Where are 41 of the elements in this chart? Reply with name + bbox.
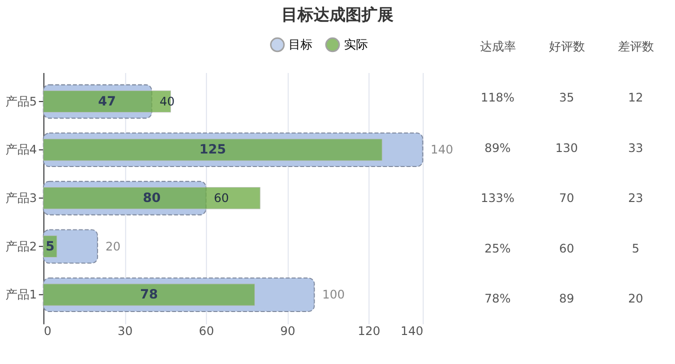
x-tick-label: 60: [198, 324, 214, 338]
text: 25%: [484, 241, 511, 256]
text: 89%: [484, 140, 511, 155]
y-tick-label: 产品4: [5, 142, 37, 157]
x-tick-label: 90: [280, 324, 296, 338]
text: 23: [628, 191, 644, 206]
category-label: 好评数: [549, 39, 586, 54]
data-label: 5: [46, 239, 55, 254]
legend-label: 实际: [344, 38, 368, 52]
text: 5: [632, 241, 640, 256]
x-tick-label: 30: [118, 324, 133, 338]
data-label: 20: [105, 239, 120, 254]
x-tick-label: 0: [44, 324, 52, 338]
text: 33: [628, 140, 644, 155]
text: 60: [559, 241, 574, 256]
chart-title: 目标达成图扩展: [282, 5, 394, 24]
category-label: 达成率: [480, 39, 516, 54]
data-label: 47: [98, 94, 116, 110]
text: 78%: [484, 292, 511, 306]
data-label: 125: [199, 142, 226, 158]
text: 133%: [480, 191, 515, 206]
data-label: 78: [140, 288, 158, 303]
x-tick-label: 120: [358, 324, 380, 338]
data-label: 100: [322, 288, 345, 302]
text: 118%: [480, 90, 515, 105]
category-label: 差评数: [618, 39, 654, 54]
data-label: 80: [142, 191, 161, 206]
y-tick-label: 产品1: [5, 288, 37, 302]
text: 130: [555, 140, 578, 155]
y-tick-label: 产品2: [5, 239, 37, 254]
text: 35: [559, 90, 574, 105]
data-label: 60: [214, 191, 229, 206]
x-tick-label: 140: [400, 324, 424, 338]
text: 12: [628, 90, 644, 105]
y-tick-label: 产品5: [5, 94, 37, 108]
text: 20: [628, 292, 644, 306]
text: 70: [559, 191, 574, 206]
legend-label: 目标: [288, 38, 313, 52]
y-tick-label: 产品3: [5, 191, 37, 206]
text: 89: [559, 292, 574, 306]
data-label: 140: [430, 142, 454, 157]
